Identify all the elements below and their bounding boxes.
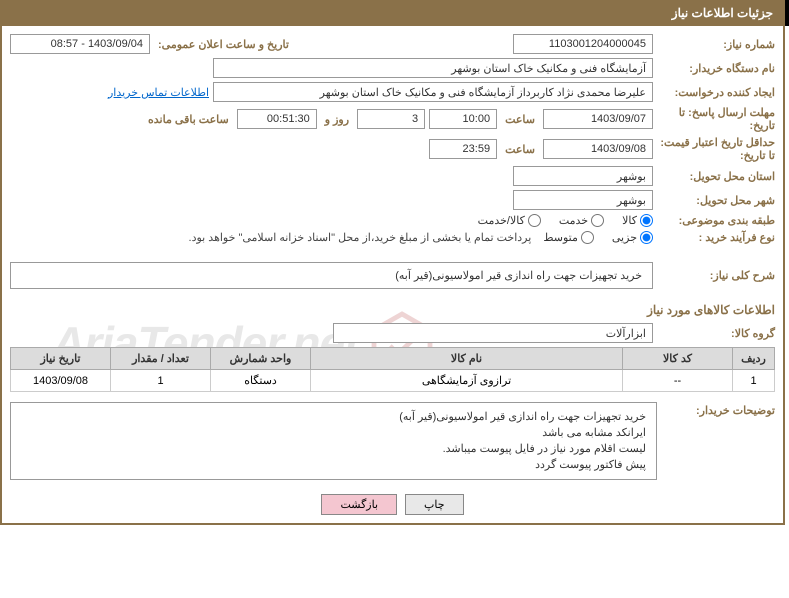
category-both-option[interactable]: کالا/خدمت xyxy=(478,214,541,227)
category-goods-radio[interactable] xyxy=(640,214,653,227)
buyer-note-4: پیش فاکتور پیوست گردد xyxy=(21,457,646,473)
col-qty: تعداد / مقدار xyxy=(111,348,211,370)
cell-date: 1403/09/08 xyxy=(11,370,111,392)
announce-value: 1403/09/04 - 08:57 xyxy=(10,34,150,54)
cell-name: ترازوی آزمایشگاهی xyxy=(311,370,623,392)
remaining-label: ساعت باقی مانده xyxy=(144,113,233,126)
content-panel: AriaTender.net شماره نیاز: 1103001204000… xyxy=(0,26,785,525)
category-service-radio[interactable] xyxy=(591,214,604,227)
need-no-value: 1103001204000045 xyxy=(513,34,653,54)
time-label-1: ساعت xyxy=(501,113,539,126)
category-goods-option[interactable]: کالا xyxy=(622,214,653,227)
buyer-notes-label: توضیحات خریدار: xyxy=(657,398,775,417)
buyer-note-2: ایرانکد مشابه می باشد xyxy=(21,425,646,441)
col-code: کد کالا xyxy=(623,348,733,370)
buyer-org-value: آزمایشگاه فنی و مکانیک خاک استان بوشهر xyxy=(213,58,653,78)
buyer-org-label: نام دستگاه خریدار: xyxy=(657,62,775,75)
response-date: 1403/09/07 xyxy=(543,109,653,129)
validity-label: حداقل تاریخ اعتبار قیمت: تا تاریخ: xyxy=(657,136,775,162)
buyer-note-3: لیست اقلام مورد نیاز در فایل پیوست میباش… xyxy=(21,441,646,457)
process-label: نوع فرآیند خرید : xyxy=(657,231,775,244)
cell-row: 1 xyxy=(733,370,775,392)
col-row: ردیف xyxy=(733,348,775,370)
announce-label: تاریخ و ساعت اعلان عمومی: xyxy=(154,38,293,51)
need-no-label: شماره نیاز: xyxy=(657,38,775,51)
province-value: بوشهر xyxy=(513,166,653,186)
countdown: 00:51:30 xyxy=(237,109,317,129)
goods-table: ردیف کد کالا نام کالا واحد شمارش تعداد /… xyxy=(10,347,775,392)
table-row: 1 -- ترازوی آزمایشگاهی دستگاه 1 1403/09/… xyxy=(11,370,775,392)
page-header: جزئیات اطلاعات نیاز xyxy=(0,0,789,26)
back-button[interactable]: بازگشت xyxy=(321,494,397,515)
category-label: طبقه بندی موضوعی: xyxy=(657,214,775,227)
process-partial-option[interactable]: جزیی xyxy=(612,231,653,244)
category-service-option[interactable]: خدمت xyxy=(559,214,604,227)
time-label-2: ساعت xyxy=(501,143,539,156)
cell-unit: دستگاه xyxy=(211,370,311,392)
table-header-row: ردیف کد کالا نام کالا واحد شمارش تعداد /… xyxy=(11,348,775,370)
print-button[interactable]: چاپ xyxy=(405,494,464,515)
button-row: چاپ بازگشت xyxy=(10,494,775,515)
goods-group-value: ابزارآلات xyxy=(333,323,653,343)
province-label: استان محل تحویل: xyxy=(657,170,775,183)
category-both-radio[interactable] xyxy=(528,214,541,227)
city-value: بوشهر xyxy=(513,190,653,210)
days-remaining: 3 xyxy=(357,109,425,129)
city-label: شهر محل تحویل: xyxy=(657,194,775,207)
general-desc-box: خرید تجهیزات جهت راه اندازی قیر امولاسیو… xyxy=(10,262,653,289)
response-time: 10:00 xyxy=(429,109,497,129)
process-radio-group: جزیی متوسط xyxy=(543,231,653,244)
process-medium-radio[interactable] xyxy=(581,231,594,244)
cell-qty: 1 xyxy=(111,370,211,392)
process-partial-radio[interactable] xyxy=(640,231,653,244)
category-radio-group: کالا خدمت کالا/خدمت xyxy=(478,214,653,227)
requester-value: علیرضا محمدی نژاد کاربرداز آزمایشگاه فنی… xyxy=(213,82,653,102)
page-title: جزئیات اطلاعات نیاز xyxy=(672,6,773,20)
response-deadline-label: مهلت ارسال پاسخ: تا تاریخ: xyxy=(657,106,775,132)
validity-date: 1403/09/08 xyxy=(543,139,653,159)
cell-code: -- xyxy=(623,370,733,392)
goods-group-label: گروه کالا: xyxy=(657,327,775,340)
buyer-contact-link[interactable]: اطلاعات تماس خریدار xyxy=(108,86,209,99)
buyer-notes-box: خرید تجهیزات جهت راه اندازی قیر امولاسیو… xyxy=(10,402,657,480)
requester-label: ایجاد کننده درخواست: xyxy=(657,86,775,99)
col-name: نام کالا xyxy=(311,348,623,370)
col-unit: واحد شمارش xyxy=(211,348,311,370)
general-desc-label: شرح کلی نیاز: xyxy=(657,269,775,282)
col-date: تاریخ نیاز xyxy=(11,348,111,370)
payment-note: پرداخت تمام یا بخشی از مبلغ خرید،از محل … xyxy=(189,231,540,244)
buyer-note-1: خرید تجهیزات جهت راه اندازی قیر امولاسیو… xyxy=(21,409,646,425)
validity-time: 23:59 xyxy=(429,139,497,159)
goods-section-title: اطلاعات کالاهای مورد نیاز xyxy=(10,303,775,317)
process-medium-option[interactable]: متوسط xyxy=(543,231,594,244)
days-and-label: روز و xyxy=(321,113,353,126)
